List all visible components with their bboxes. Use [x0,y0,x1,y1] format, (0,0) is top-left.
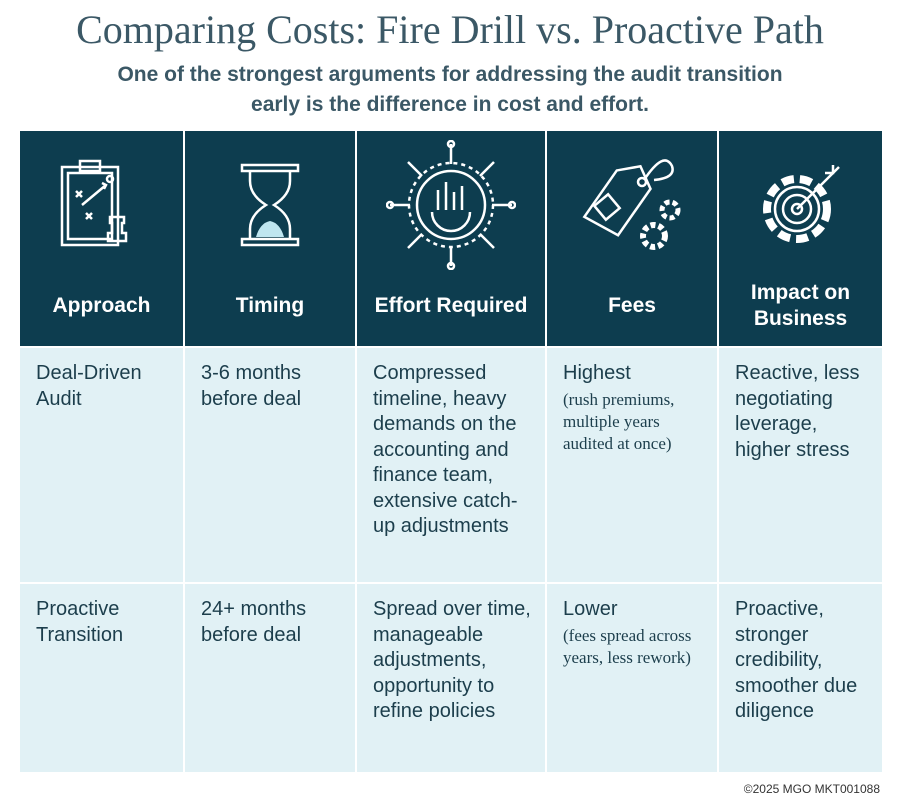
header-cell: Fees [547,131,717,346]
cell: Lower (fees spread across years, less rew… [547,584,717,772]
cell: 3-6 months before deal [185,348,355,582]
cell-text: Highest [563,362,631,384]
column-label: Fees [608,293,656,317]
gear-target-icon [762,165,840,243]
cell: Proactive, stronger credibility, smoothe… [719,584,882,772]
column-label: Timing [235,293,305,317]
hourglass-icon [240,163,300,247]
subtitle: One of the strongest arguments for addre… [117,63,783,116]
cell: Spread over time, manageable adjustments… [357,584,545,772]
cell: Compressed timeline, heavy demands on th… [357,348,545,582]
title: Comparing Costs: Fire Drill vs. Proactiv… [76,7,824,52]
table: Approach Timing Effort Required Fees Imp… [20,131,882,772]
column-label: Impact on Business [750,280,851,330]
cell-note: (fees spread across years, less rework) [563,625,692,667]
header-cell: Effort Required [357,131,545,346]
column-label: Approach [52,293,151,317]
column-label: Effort Required [374,293,528,317]
cell: Highest (rush premiums, multiple years au… [547,348,717,582]
footer: ©2025 MGO MKT001088 [743,782,880,796]
cell: Deal-Driven Audit [20,348,183,582]
header-cell: Impact on Business [719,131,882,346]
price-tag-icon [582,159,681,250]
cell: Reactive, less negotiating leverage, hig… [719,348,882,582]
cell-text: Lower [563,598,618,620]
header-cell: Approach [20,131,183,346]
cell: 24+ months before deal [185,584,355,772]
header-cell: Timing [185,131,355,346]
cell: Proactive Transition [20,584,183,772]
clipboard-icon [60,159,127,247]
process-icon [386,140,516,270]
cell-note: (rush premiums, multiple years audited a… [563,389,675,453]
